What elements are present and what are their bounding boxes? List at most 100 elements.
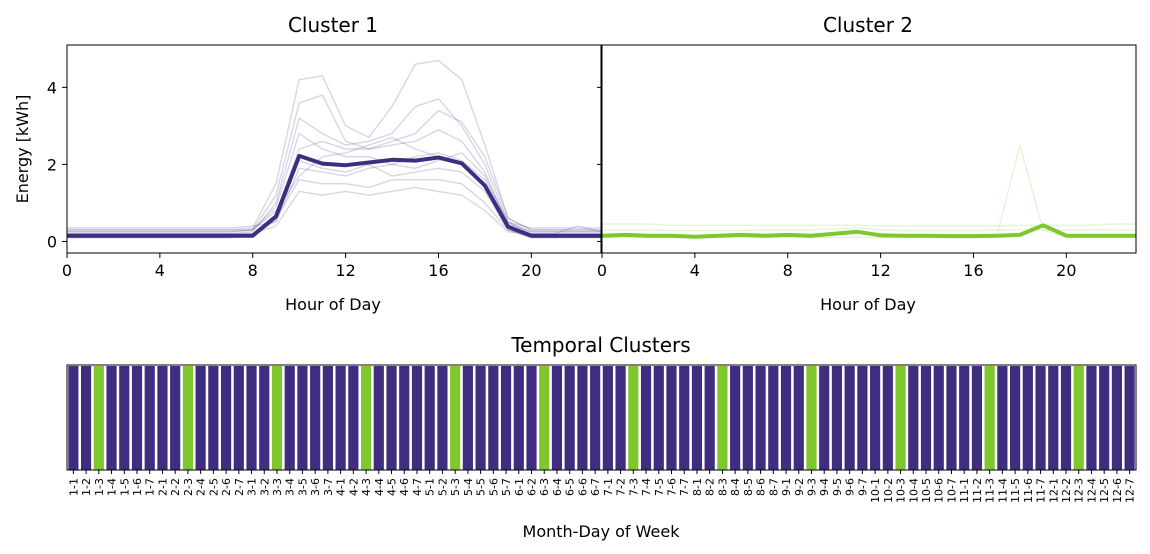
temporal-tick-label: 11-7	[1035, 478, 1048, 503]
temporal-tick-label: 4-3	[360, 478, 373, 496]
day-bar-11-6	[1022, 366, 1033, 470]
cluster-1-xtick-label: 20	[521, 261, 541, 280]
day-bar-9-2	[793, 366, 804, 470]
temporal-tick-label: 10-1	[869, 478, 882, 503]
temporal-tick-label: 6-6	[576, 478, 589, 496]
temporal-tick-label: 12-4	[1085, 478, 1098, 503]
cluster-2-xtick-label: 16	[963, 261, 983, 280]
temporal-tick-label: 10-7	[945, 478, 958, 503]
temporal-tick-label: 1-2	[80, 478, 93, 496]
temporal-tick-label: 5-5	[475, 478, 488, 496]
temporal-tick-label: 2-5	[207, 478, 220, 496]
cluster-1-ytick-label: 4	[47, 78, 57, 97]
temporal-tick-label: 11-6	[1022, 478, 1035, 503]
temporal-tick-label: 7-3	[627, 478, 640, 496]
cluster-2-xtick-label: 12	[870, 261, 890, 280]
day-bar-3-6	[310, 366, 321, 470]
temporal-tick-label: 8-4	[729, 478, 742, 496]
day-bar-6-6	[577, 366, 588, 470]
temporal-tick-label: 3-4	[284, 478, 297, 496]
day-bar-7-6	[666, 366, 677, 470]
cluster-2-xtick-label: 0	[597, 261, 607, 280]
day-bar-5-1	[424, 366, 435, 470]
day-bar-1-2	[81, 366, 92, 470]
day-bar-1-4	[106, 366, 117, 470]
temporal-tick-label: 5-2	[436, 478, 449, 496]
cluster-1-ytick-label: 2	[47, 155, 57, 174]
temporal-tick-label: 1-6	[131, 478, 144, 496]
day-bar-6-2	[526, 366, 537, 470]
day-bar-11-3	[984, 366, 995, 470]
day-bar-9-1	[780, 366, 792, 470]
day-bar-12-7	[1124, 366, 1135, 470]
temporal-tick-label: 7-6	[665, 478, 678, 496]
day-bar-7-5	[653, 366, 664, 470]
temporal-tick-label: 2-1	[156, 478, 169, 496]
temporal-tick-label: 6-3	[538, 478, 551, 496]
temporal-tick-label: 6-2	[526, 478, 539, 496]
temporal-tick-label: 3-5	[296, 478, 309, 496]
temporal-tick-label: 7-5	[653, 478, 666, 496]
day-bar-12-6	[1111, 366, 1122, 470]
cluster-1-title: Cluster 1	[288, 13, 378, 37]
day-bar-2-1	[157, 366, 168, 470]
temporal-tick-label: 8-7	[767, 478, 780, 496]
temporal-tick-label: 11-2	[971, 478, 984, 503]
day-bar-11-2	[971, 366, 983, 470]
temporal-tick-label: 6-5	[564, 478, 577, 496]
temporal-tick-label: 5-3	[449, 478, 462, 496]
temporal-tick-label: 11-5	[1009, 478, 1022, 503]
temporal-tick-label: 4-2	[347, 478, 360, 496]
temporal-tick-label: 2-2	[169, 478, 182, 496]
temporal-tick-label: 1-4	[106, 478, 119, 496]
temporal-tick-label: 8-5	[742, 478, 755, 496]
day-bar-10-3	[895, 366, 906, 470]
day-bar-11-7	[1035, 366, 1046, 470]
temporal-tick-label: 8-6	[755, 478, 768, 496]
day-bar-9-7	[857, 366, 868, 470]
day-bar-5-3	[450, 366, 461, 470]
day-bar-7-4	[640, 366, 652, 470]
temporal-tick-label: 11-3	[984, 478, 997, 503]
day-bar-4-2	[348, 366, 359, 470]
temporal-xlabel: Month-Day of Week	[523, 522, 681, 541]
cluster-1-xtick-label: 8	[248, 261, 258, 280]
cluster-1-plot: Cluster 1 Hour of Day Energy [kWh] 0 4 8 12…	[13, 13, 602, 314]
day-bar-8-1	[691, 366, 703, 470]
day-bar-10-6	[933, 366, 944, 470]
day-bar-9-5	[831, 366, 843, 470]
temporal-tick-label: 4-1	[335, 478, 348, 496]
day-bar-11-4	[997, 366, 1008, 470]
temporal-tick-label: 7-1	[602, 478, 615, 496]
cluster-1-xtick-label: 0	[62, 261, 72, 280]
temporal-tick-label: 8-1	[691, 478, 704, 496]
temporal-tick-label: 9-2	[793, 478, 806, 496]
temporal-tick-label: 8-3	[716, 478, 729, 496]
day-bar-7-3	[628, 366, 639, 470]
cluster-1-xtick-label: 4	[155, 261, 165, 280]
day-bar-5-2	[437, 366, 448, 470]
day-bar-1-3	[93, 366, 104, 470]
day-bar-12-1	[1048, 366, 1059, 470]
day-bar-6-3	[539, 366, 550, 470]
day-bar-4-1	[335, 366, 346, 470]
cluster-1-xtick-label: 16	[428, 261, 448, 280]
day-bar-8-2	[704, 366, 715, 470]
cluster-1-profile-1-line	[67, 59, 601, 231]
day-bar-9-4	[819, 366, 830, 470]
day-bar-12-4	[1086, 366, 1097, 470]
temporal-tick-label: 1-1	[67, 478, 80, 496]
cluster-1-xlabel: Hour of Day	[285, 295, 381, 314]
day-bar-9-3	[806, 366, 817, 470]
day-bar-5-6	[488, 366, 499, 470]
cluster-1-profile-4-line	[67, 132, 601, 233]
day-bar-3-4	[284, 366, 295, 470]
cluster-2-profile-1-line	[602, 223, 1136, 227]
temporal-tick-label: 4-7	[411, 478, 424, 496]
cluster-2-xlabel: Hour of Day	[820, 295, 916, 314]
temporal-tick-label: 3-1	[246, 478, 259, 496]
temporal-tick-label: 7-2	[615, 478, 628, 496]
day-bar-11-1	[959, 366, 970, 470]
temporal-tick-label: 12-6	[1111, 478, 1124, 503]
day-bar-7-1	[602, 366, 613, 470]
